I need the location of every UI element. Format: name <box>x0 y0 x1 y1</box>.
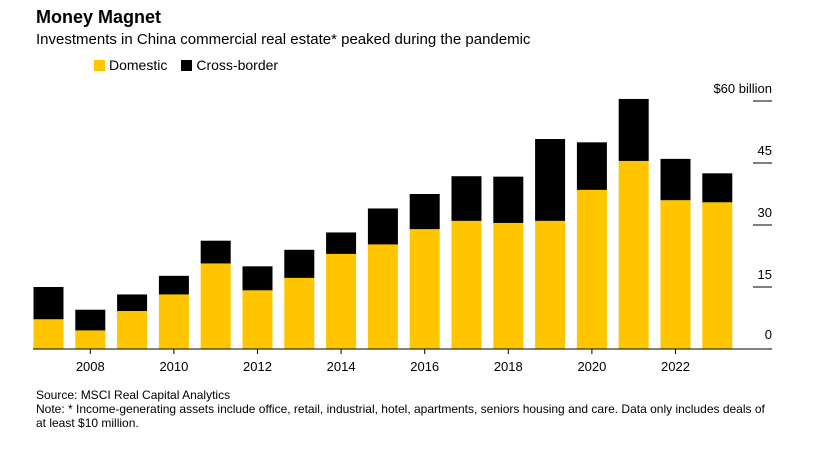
bar-cross-border-2010 <box>158 275 189 295</box>
legend: Domestic Cross-border <box>94 57 292 73</box>
bar-domestic-2010 <box>158 294 189 349</box>
bar-domestic-2012 <box>242 290 273 349</box>
bar-domestic-2008 <box>75 330 106 349</box>
legend-item-domestic: Domestic <box>94 57 167 73</box>
bar-domestic-2021 <box>618 160 649 349</box>
y-tick-label-45: 45 <box>758 143 772 158</box>
bar-domestic-2007 <box>33 319 64 349</box>
footnote: Note: * Income-generating assets include… <box>36 402 765 430</box>
x-tick-label-2018: 2018 <box>494 359 523 374</box>
bar-cross-border-2012 <box>242 266 273 291</box>
legend-label-domestic: Domestic <box>109 57 168 73</box>
legend-swatch-cross-border <box>181 59 193 71</box>
bar-cross-border-2018 <box>493 176 524 223</box>
bar-domestic-2011 <box>200 263 231 349</box>
x-tick-label-2016: 2016 <box>410 359 439 374</box>
bar-cross-border-2007 <box>33 287 64 320</box>
bar-domestic-2017 <box>451 220 482 349</box>
bar-domestic-2018 <box>493 222 524 349</box>
source-note: Source: MSCI Real Capital Analytics <box>36 388 231 402</box>
bar-domestic-2019 <box>535 220 566 349</box>
y-tick-label-30: 30 <box>758 205 772 220</box>
bar-cross-border-2021 <box>618 98 649 161</box>
y-tick-label-60: $60 billion <box>713 81 772 96</box>
x-tick-label-2014: 2014 <box>327 359 356 374</box>
bar-domestic-2022 <box>660 200 691 349</box>
legend-swatch-domestic <box>94 59 105 71</box>
bar-domestic-2016 <box>409 229 440 349</box>
bar-domestic-2020 <box>576 189 607 349</box>
bar-cross-border-2015 <box>367 208 398 245</box>
bar-cross-border-2017 <box>451 176 482 221</box>
y-tick-label-15: 15 <box>758 267 772 282</box>
bar-domestic-2009 <box>117 310 148 349</box>
bar-cross-border-2014 <box>326 232 357 254</box>
legend-label-cross-border: Cross-border <box>196 57 279 73</box>
chart-subtitle: Investments in China commercial real est… <box>36 31 531 48</box>
bar-domestic-2023 <box>702 202 733 349</box>
x-tick-label-2010: 2010 <box>159 359 188 374</box>
legend-item-cross-border: Cross-border <box>181 57 278 73</box>
chart-title: Money Magnet <box>36 7 162 27</box>
bar-domestic-2014 <box>326 253 357 349</box>
bar-cross-border-2009 <box>117 294 148 311</box>
bar-cross-border-2023 <box>702 173 733 203</box>
footer: Source: MSCI Real Capital Analytics Note… <box>36 388 776 430</box>
x-tick-label-2020: 2020 <box>577 359 606 374</box>
bar-cross-border-2011 <box>200 240 231 264</box>
x-tick-label-2008: 2008 <box>76 359 105 374</box>
bar-cross-border-2008 <box>75 309 106 331</box>
bar-cross-border-2016 <box>409 194 440 230</box>
bar-cross-border-2019 <box>535 139 566 221</box>
bar-domestic-2015 <box>367 244 398 349</box>
bar-cross-border-2020 <box>576 142 607 190</box>
bar-cross-border-2013 <box>284 249 315 278</box>
x-tick-label-2012: 2012 <box>243 359 272 374</box>
bar-domestic-2013 <box>284 277 315 349</box>
x-tick-label-2022: 2022 <box>661 359 690 374</box>
bar-cross-border-2022 <box>660 158 691 201</box>
y-tick-label-0: 0 <box>765 327 772 342</box>
